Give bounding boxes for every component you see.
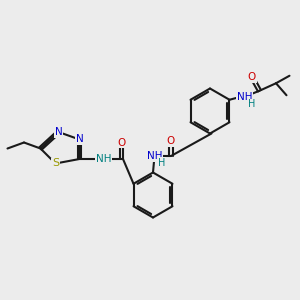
Text: O: O [117, 137, 126, 148]
Text: NH: NH [96, 154, 111, 164]
Text: NH: NH [237, 92, 252, 102]
Text: O: O [248, 72, 256, 82]
Text: N: N [55, 127, 62, 137]
Text: S: S [52, 158, 59, 169]
Text: O: O [167, 136, 175, 146]
Text: N: N [76, 134, 83, 145]
Text: H: H [158, 158, 166, 168]
Text: NH: NH [147, 151, 162, 161]
Text: H: H [248, 99, 256, 109]
